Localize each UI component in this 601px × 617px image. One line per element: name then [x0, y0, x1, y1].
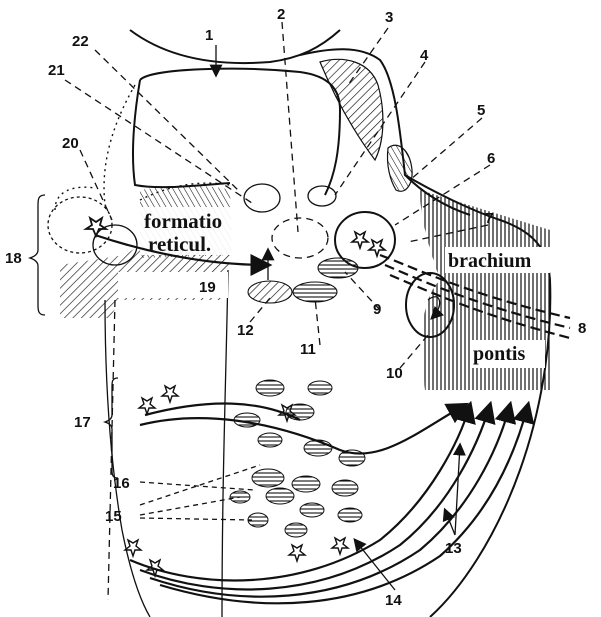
label-7: 7: [485, 210, 493, 227]
label-3: 3: [385, 9, 393, 26]
label-5: 5: [477, 102, 485, 119]
label-16: 16: [113, 475, 130, 492]
label-1: 1: [205, 27, 213, 44]
label-13: 13: [445, 540, 462, 557]
label-20: 20: [62, 135, 79, 152]
formatio-label-line2: reticul.: [148, 232, 211, 256]
brachium-label: brachium: [448, 250, 532, 272]
pontine-fiber-bundles: [230, 380, 365, 537]
label-11: 11: [300, 341, 316, 358]
label-9: 9: [373, 301, 381, 318]
label-10: 10: [386, 365, 403, 382]
label-18: 18: [5, 250, 22, 267]
label-14: 14: [385, 592, 402, 609]
label-8: 8: [578, 320, 586, 337]
pontis-label: pontis: [473, 343, 525, 365]
structure-3-hatched: [320, 59, 383, 160]
label-17: 17: [74, 414, 91, 431]
label-6: 6: [487, 150, 495, 167]
label-4: 4: [420, 47, 429, 64]
structure-4-hatched: [387, 145, 412, 191]
label-12: 12: [237, 322, 254, 339]
formatio-label-line1: formatio: [144, 209, 222, 233]
label-21: 21: [48, 62, 65, 79]
label-15: 15: [105, 508, 122, 525]
label-19: 19: [199, 279, 216, 296]
label-2: 2: [277, 6, 285, 23]
label-22: 22: [72, 33, 89, 50]
